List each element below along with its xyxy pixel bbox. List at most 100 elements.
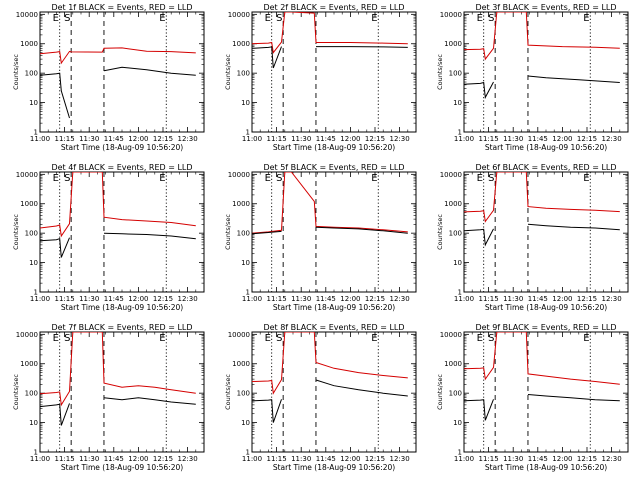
- lld-series-line: [252, 12, 408, 54]
- x-tick-label: 12:00: [128, 295, 148, 303]
- marker-label: E: [265, 13, 271, 24]
- x-tick-label: 11:15: [479, 295, 499, 303]
- events-series-line: [464, 75, 620, 100]
- y-tick-label: 100: [25, 390, 38, 398]
- plot-frame: [463, 331, 629, 453]
- marker-label: E: [371, 333, 377, 344]
- lld-series-line: [464, 12, 620, 61]
- y-tick-label: 10000: [228, 331, 250, 339]
- events-series-line: [40, 397, 196, 426]
- x-tick-label: 12:30: [178, 455, 198, 463]
- y-tick-label: 10: [241, 419, 250, 427]
- marker-label: E: [371, 173, 377, 184]
- panel-title: Det 8f BLACK = Events, RED = LLD: [263, 323, 404, 332]
- events-series-line: [252, 46, 408, 69]
- lld-series-line: [464, 172, 620, 223]
- x-tick-label: 11:30: [79, 135, 99, 143]
- x-tick-label: 12:00: [340, 455, 360, 463]
- y-tick-label: 10000: [228, 171, 250, 179]
- marker-label: S: [276, 13, 282, 24]
- x-tick-label: 12:15: [365, 455, 385, 463]
- y-tick-label: 1000: [444, 40, 462, 48]
- y-tick-label: 10000: [440, 171, 462, 179]
- y-axis-title: Counts/sec: [12, 374, 20, 410]
- y-tick-label: 10000: [16, 11, 38, 19]
- x-tick-label: 12:30: [602, 295, 622, 303]
- x-axis-title: Start Time (18-Aug-09 10:56:20): [61, 463, 183, 472]
- x-axis-title: Start Time (18-Aug-09 10:56:20): [273, 143, 395, 152]
- y-tick-label: 1: [246, 289, 250, 297]
- y-tick-label: 1: [458, 289, 462, 297]
- y-tick-label: 1000: [444, 360, 462, 368]
- y-tick-label: 100: [449, 390, 462, 398]
- lld-series-line: [40, 332, 196, 407]
- x-axis-title: Start Time (18-Aug-09 10:56:20): [273, 463, 395, 472]
- y-tick-label: 100: [25, 70, 38, 78]
- events-series-line: [40, 232, 196, 258]
- y-axis-title: Counts/sec: [224, 374, 232, 410]
- x-tick-label: 12:30: [390, 135, 410, 143]
- x-tick-label: 12:00: [128, 135, 148, 143]
- x-tick-label: 12:00: [340, 135, 360, 143]
- y-tick-label: 1: [246, 129, 250, 137]
- x-tick-label: 11:00: [30, 455, 50, 463]
- marker-label: S: [488, 13, 494, 24]
- y-tick-label: 1000: [20, 360, 38, 368]
- panel-det-7: Det 7f BLACK = Events, RED = LLD 1 10 100 10…: [12, 323, 205, 472]
- x-tick-label: 11:45: [528, 135, 548, 143]
- y-tick-label: 100: [449, 230, 462, 238]
- x-tick-label: 12:15: [577, 135, 597, 143]
- x-tick-label: 11:15: [479, 455, 499, 463]
- x-tick-label: 11:15: [267, 135, 287, 143]
- x-tick-label: 11:45: [104, 455, 124, 463]
- y-tick-label: 1000: [232, 200, 250, 208]
- lld-series-line: [464, 332, 620, 385]
- x-tick-label: 11:30: [79, 455, 99, 463]
- marker-label: E: [159, 13, 165, 24]
- y-axis-title: Counts/sec: [224, 214, 232, 250]
- x-tick-label: 11:30: [503, 455, 523, 463]
- x-tick-label: 11:00: [242, 295, 262, 303]
- marker-label: E: [53, 13, 59, 24]
- plot-frame: [39, 11, 205, 133]
- x-tick-label: 11:15: [479, 135, 499, 143]
- y-axis-title: Counts/sec: [436, 214, 444, 250]
- y-tick-label: 1: [34, 129, 38, 137]
- marker-label: E: [583, 333, 589, 344]
- y-tick-label: 10000: [440, 331, 462, 339]
- marker-label: E: [53, 173, 59, 184]
- x-tick-label: 12:30: [390, 295, 410, 303]
- y-tick-label: 10: [29, 99, 38, 107]
- y-tick-label: 100: [25, 230, 38, 238]
- x-tick-label: 12:00: [128, 455, 148, 463]
- lld-series-line: [40, 172, 196, 238]
- x-tick-label: 11:45: [316, 455, 336, 463]
- y-tick-label: 10: [453, 259, 462, 267]
- marker-label: E: [477, 13, 483, 24]
- plot-frame: [463, 171, 629, 293]
- y-tick-label: 100: [237, 390, 250, 398]
- y-tick-label: 10: [453, 99, 462, 107]
- marker-label: S: [276, 173, 282, 184]
- y-tick-label: 1000: [444, 200, 462, 208]
- panel-title: Det 9f BLACK = Events, RED = LLD: [475, 323, 616, 332]
- y-tick-label: 10: [241, 259, 250, 267]
- plot-frame: [39, 331, 205, 453]
- y-tick-label: 10000: [440, 11, 462, 19]
- x-tick-label: 11:15: [55, 455, 75, 463]
- y-tick-label: 1000: [232, 360, 250, 368]
- y-axis-title: Counts/sec: [12, 54, 20, 90]
- y-axis-title: Counts/sec: [12, 214, 20, 250]
- panel-det-4: Det 4f BLACK = Events, RED = LLD 1 10 100 10…: [12, 163, 205, 312]
- x-tick-label: 11:15: [55, 295, 75, 303]
- marker-label: S: [64, 13, 70, 24]
- x-tick-label: 11:30: [503, 295, 523, 303]
- x-tick-label: 12:00: [552, 135, 572, 143]
- marker-label: E: [159, 333, 165, 344]
- x-tick-label: 11:15: [267, 455, 287, 463]
- x-axis-title: Start Time (18-Aug-09 10:56:20): [61, 303, 183, 312]
- lld-series-line: [40, 47, 196, 65]
- events-series-line: [252, 379, 408, 423]
- y-tick-label: 1: [34, 449, 38, 457]
